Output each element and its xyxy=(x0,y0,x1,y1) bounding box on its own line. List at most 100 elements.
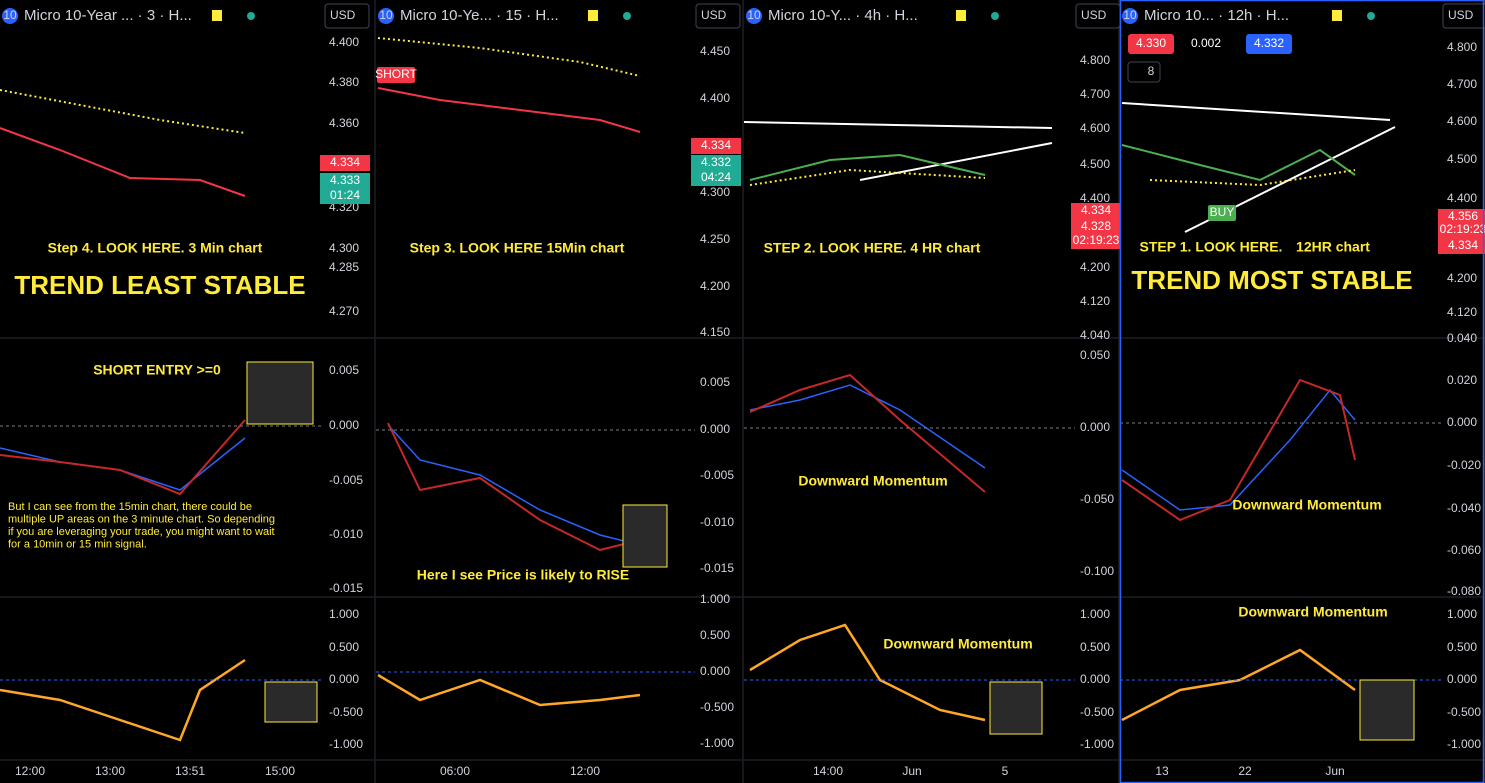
indicator-line xyxy=(0,419,246,496)
price-axis-label: 4.250 xyxy=(700,232,730,246)
price-tag xyxy=(1438,238,1485,254)
price-axis-label: 4.700 xyxy=(1080,87,1110,101)
currency-button[interactable] xyxy=(324,3,370,29)
time-axis-label: 15:00 xyxy=(265,764,295,778)
highlight-box xyxy=(622,504,668,568)
annotation: STEP 2. LOOK HERE. 4 HR chart xyxy=(764,240,981,256)
osc-axis-label: 0.500 xyxy=(1447,640,1477,654)
macd-axis-label: -0.040 xyxy=(1447,501,1481,515)
osc-axis-label: -1.000 xyxy=(1447,737,1481,751)
price-axis-label: 4.200 xyxy=(1080,260,1110,274)
flag-icon xyxy=(1332,10,1342,21)
osc-axis-label: 0.500 xyxy=(700,628,730,642)
price-axis-label: 4.450 xyxy=(700,44,730,58)
indicator-line xyxy=(749,373,986,493)
currency-label[interactable]: USD xyxy=(701,8,727,22)
highlight-box xyxy=(246,361,314,425)
symbol-icon xyxy=(378,8,394,24)
price-axis-label: 4.300 xyxy=(700,185,730,199)
symbol-icon-label: 10 xyxy=(379,8,393,22)
price-axis-label: 4.500 xyxy=(1447,152,1477,166)
price-tag-label: 02:19:23 xyxy=(1440,222,1485,236)
price-tag-label: 4.333 xyxy=(330,173,360,187)
price-tag xyxy=(1071,219,1121,235)
indicator-line xyxy=(749,384,986,469)
macd-axis-label: -0.100 xyxy=(1080,564,1114,578)
price-tag xyxy=(320,173,370,189)
macd-axis-label: -0.005 xyxy=(700,468,734,482)
macd-axis-label: 0.000 xyxy=(1080,420,1110,434)
quote-label: 4.332 xyxy=(1254,36,1284,50)
annotation: Here I see Price is likely to RISE xyxy=(417,567,629,583)
osc-axis-label: 1.000 xyxy=(700,592,730,606)
time-axis-label: 13:00 xyxy=(95,764,125,778)
price-tag-label: 4.334 xyxy=(330,155,360,169)
price-tag-label: 02:19:23 xyxy=(1073,233,1120,247)
time-axis-label: 06:00 xyxy=(440,764,470,778)
symbol-icon-label: 10 xyxy=(1123,8,1137,22)
price-axis-label: 4.800 xyxy=(1080,53,1110,67)
osc-axis-label: -1.000 xyxy=(700,736,734,750)
currency-label[interactable]: USD xyxy=(330,8,356,22)
macd-axis-label: 0.020 xyxy=(1447,373,1477,387)
currency-button[interactable] xyxy=(1442,3,1485,29)
status-dot xyxy=(247,12,255,20)
osc-axis-label: 0.000 xyxy=(329,672,359,686)
price-tag xyxy=(320,188,370,204)
osc-axis-label: -1.000 xyxy=(329,737,363,751)
indicator-line xyxy=(377,87,641,133)
annotation: Step 3. LOOK HERE 15Min chart xyxy=(410,240,625,256)
price-axis-label: 4.285 xyxy=(329,260,359,274)
price-tag xyxy=(1438,222,1485,238)
macd-axis-label: 0.000 xyxy=(700,422,730,436)
macd-axis-label: 0.005 xyxy=(329,363,359,377)
osc-axis-label: 0.500 xyxy=(329,640,359,654)
indicator-line xyxy=(749,168,986,186)
symbol-title[interactable]: Micro 10-Year ... · 3 · H... xyxy=(24,7,192,24)
indicator-toggle[interactable] xyxy=(1127,61,1161,83)
symbol-title[interactable]: Micro 10-Ye... · 15 · H... xyxy=(400,7,559,24)
flag-icon xyxy=(588,10,598,21)
osc-axis-label: -0.500 xyxy=(1080,705,1114,719)
macd-axis-label: -0.020 xyxy=(1447,458,1481,472)
note-line: for a 10min or 15 min signal. xyxy=(8,538,147,550)
price-tag-label: 4.328 xyxy=(1081,219,1111,233)
macd-axis-label: 0.000 xyxy=(329,418,359,432)
price-axis-label: 4.200 xyxy=(700,279,730,293)
macd-axis-label: 0.000 xyxy=(1447,415,1477,429)
price-axis-label: 4.800 xyxy=(1447,40,1477,54)
symbol-title[interactable]: Micro 10-Y... · 4h · H... xyxy=(768,7,918,24)
currency-label[interactable]: USD xyxy=(1448,8,1474,22)
annotation: TREND LEAST STABLE xyxy=(14,270,305,300)
currency-button[interactable] xyxy=(695,3,741,29)
quote-label: 4.330 xyxy=(1136,36,1166,50)
time-axis-label: 12:00 xyxy=(15,764,45,778)
osc-axis-label: 0.000 xyxy=(1080,672,1110,686)
highlight-box xyxy=(264,681,318,723)
indicator-count[interactable]: 8 xyxy=(1148,64,1155,78)
indicator-line xyxy=(387,422,641,552)
osc-axis-label: -0.500 xyxy=(700,700,734,714)
time-axis-label: 13:51 xyxy=(175,764,205,778)
price-tag xyxy=(1438,209,1485,225)
price-axis-label: 4.600 xyxy=(1447,114,1477,128)
indicator-line xyxy=(1149,169,1356,187)
price-axis-label: 4.400 xyxy=(329,35,359,49)
highlight-box xyxy=(989,681,1043,735)
price-axis-label: 4.040 xyxy=(1080,328,1110,342)
price-axis-label: 4.300 xyxy=(329,241,359,255)
signal-tag xyxy=(1208,205,1236,221)
price-tag-label: 4.356 xyxy=(1448,209,1478,223)
macd-axis-label: 0.040 xyxy=(1447,331,1477,345)
price-axis-label: 4.400 xyxy=(1447,191,1477,205)
indicator-line xyxy=(0,127,246,197)
price-tag xyxy=(1071,203,1121,219)
time-axis-label: 14:00 xyxy=(813,764,843,778)
status-dot xyxy=(1367,12,1375,20)
time-axis-label: 22 xyxy=(1238,764,1252,778)
currency-label[interactable]: USD xyxy=(1081,8,1107,22)
price-tag xyxy=(691,138,741,154)
price-tag-label: 4.332 xyxy=(701,155,731,169)
symbol-title[interactable]: Micro 10... · 12h · H... xyxy=(1144,7,1289,24)
indicator-line xyxy=(387,424,641,546)
